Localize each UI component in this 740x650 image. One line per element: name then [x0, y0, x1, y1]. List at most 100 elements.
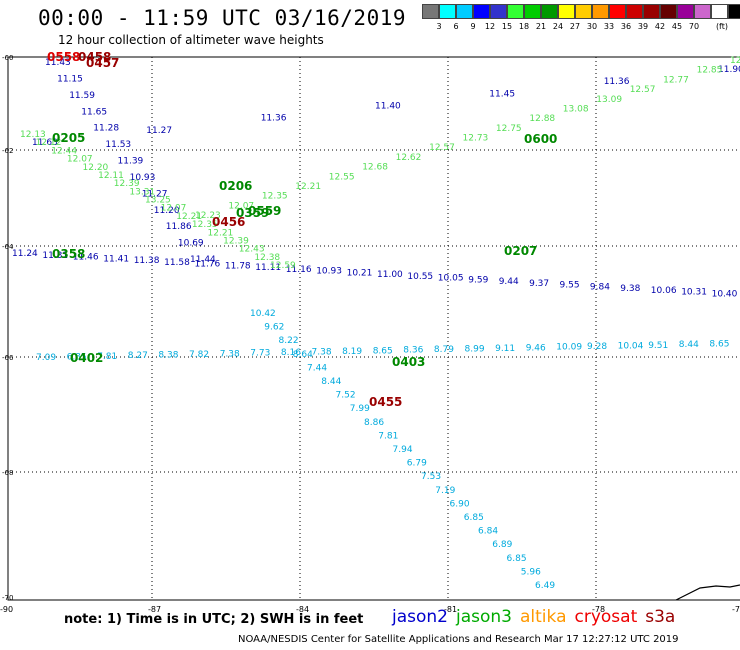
wave-height-value: 12.35: [262, 192, 288, 202]
wave-height-value: 12.21: [176, 212, 202, 222]
wave-height-value: 9.11: [495, 344, 515, 354]
wave-height-value: 12.21: [295, 182, 321, 192]
pass-time-label: 0359: [236, 206, 269, 220]
wave-height-value: 11.86: [166, 222, 192, 232]
wave-height-value: 11.43: [45, 58, 71, 68]
wave-height-value: 11.28: [93, 124, 119, 134]
wave-height-value: 6.84: [478, 527, 498, 537]
wave-height-value: 10.04: [618, 341, 644, 351]
wave-height-value: 12.99: [730, 56, 740, 66]
wave-height-value: 10.06: [651, 286, 677, 296]
legend-tick: 42: [654, 22, 666, 31]
pass-time-label: 0403: [392, 355, 425, 369]
wave-height-value: 12.11: [98, 171, 124, 181]
legend-swatch: [592, 4, 609, 19]
legend-swatch: [694, 4, 711, 19]
color-scale-unit: (ft): [715, 22, 728, 31]
longitude-label: -81: [444, 605, 457, 614]
wave-height-value: 11.24: [12, 249, 38, 259]
wave-height-value: 9.28: [587, 342, 607, 352]
wave-height-value: 13.09: [596, 95, 622, 105]
wave-height-value: 6.85: [507, 554, 527, 564]
wave-height-value: 8.36: [403, 346, 423, 356]
wave-height-value: 12.57: [429, 143, 455, 153]
wave-height-value: 11.59: [69, 91, 95, 101]
wave-height-value: 12.35: [192, 220, 218, 230]
wave-height-value: 10.09: [556, 343, 582, 353]
wave-height-value: 12.73: [463, 134, 489, 144]
wave-height-value: 12.13: [20, 130, 46, 140]
latitude-label: -70: [2, 594, 13, 602]
wave-height-value: 7.73: [250, 349, 270, 359]
wave-height-value: 9.44: [499, 277, 519, 287]
wave-height-value: 10.55: [407, 272, 433, 282]
wave-height-value: 7.38: [312, 348, 332, 358]
wave-height-value: 11.27: [146, 126, 172, 136]
pass-time-label: 0559: [248, 204, 281, 218]
legend-swatch: [728, 4, 740, 19]
wave-height-value: 12.12: [36, 138, 62, 148]
wave-height-value: 7.53: [421, 472, 441, 482]
pass-time-label: 0457: [86, 56, 119, 70]
wave-height-value: 12.07: [67, 155, 93, 165]
color-scale-ticks: 3 6 9 12 15 18 21 24 27 30 33 36 39 42 45 70: [422, 22, 728, 34]
legend-swatch: [524, 4, 541, 19]
antarctic-coastline: [675, 584, 740, 601]
wave-height-value: 11.44: [190, 255, 216, 265]
longitude-label: -84: [296, 605, 309, 614]
legend-tick: 9: [470, 22, 476, 31]
wave-height-value: 11.40: [375, 102, 401, 112]
legend-swatch: [541, 4, 558, 19]
wave-height-value: 7.09: [36, 353, 56, 363]
legend-tick: 21: [535, 22, 547, 31]
color-scale-legend: [422, 4, 740, 19]
wave-height-value: 8.86: [364, 418, 384, 428]
wave-height-value: 6.89: [492, 540, 512, 550]
pass-time-label: 0558: [47, 50, 80, 64]
wave-height-value: 7.82: [189, 350, 209, 360]
wave-height-value: 10.40: [712, 289, 738, 299]
legend-tick: 36: [620, 22, 632, 31]
wave-height-value: 12.85: [697, 66, 723, 76]
wave-height-value: 10.42: [250, 309, 276, 319]
wave-height-value: 12.38: [254, 253, 280, 263]
wave-height-value: 12.39: [114, 179, 140, 189]
wave-height-value: 6.85: [67, 352, 87, 362]
wave-height-value: 11.27: [142, 189, 168, 199]
wave-height-value: 12.57: [630, 85, 656, 95]
map-note: note: 1) Time is in UTC; 2) SWH is in fe…: [64, 612, 364, 627]
wave-height-value: 7.94: [393, 445, 413, 455]
wave-height-value: 10.93: [316, 267, 342, 277]
legend-tick: 15: [501, 22, 513, 31]
wave-height-value: 11.53: [105, 140, 131, 150]
wave-height-value: 11.38: [134, 256, 160, 266]
wave-height-value: 12.88: [529, 114, 555, 124]
wave-height-value: 8.79: [434, 345, 454, 355]
wave-height-value: 5.96: [521, 567, 541, 577]
wave-height-value: 11.39: [118, 157, 144, 167]
legend-swatch: [439, 4, 456, 19]
longitude-label: -90: [0, 605, 13, 614]
wave-height-value: 8.65: [709, 340, 729, 350]
wave-height-value: 11.15: [57, 74, 83, 84]
wave-height-value: 9.84: [590, 282, 610, 292]
wave-height-value: 10.93: [130, 173, 156, 183]
legend-swatch: [490, 4, 507, 19]
wave-height-value: 11.78: [225, 261, 251, 271]
pass-time-label: 0600: [524, 132, 557, 146]
wave-height-value: 6.49: [535, 581, 555, 591]
wave-height-value: 11.20: [154, 206, 180, 216]
wave-height-value: 9.46: [526, 343, 546, 353]
wave-height-value: 10.31: [681, 288, 707, 298]
legend-tick: 39: [637, 22, 649, 31]
wave-height-value: 8.27: [128, 351, 148, 361]
wave-height-value: 12.07: [228, 201, 254, 211]
legend-tick: 12: [484, 22, 496, 31]
legend-tick: 18: [518, 22, 530, 31]
pass-time-label: 0358: [52, 247, 85, 261]
wave-height-value: 6.90: [450, 499, 470, 509]
wave-height-value: 11.63: [32, 138, 58, 148]
wave-height-value: 12.21: [208, 228, 234, 238]
wave-height-value: 12.23: [195, 211, 221, 221]
